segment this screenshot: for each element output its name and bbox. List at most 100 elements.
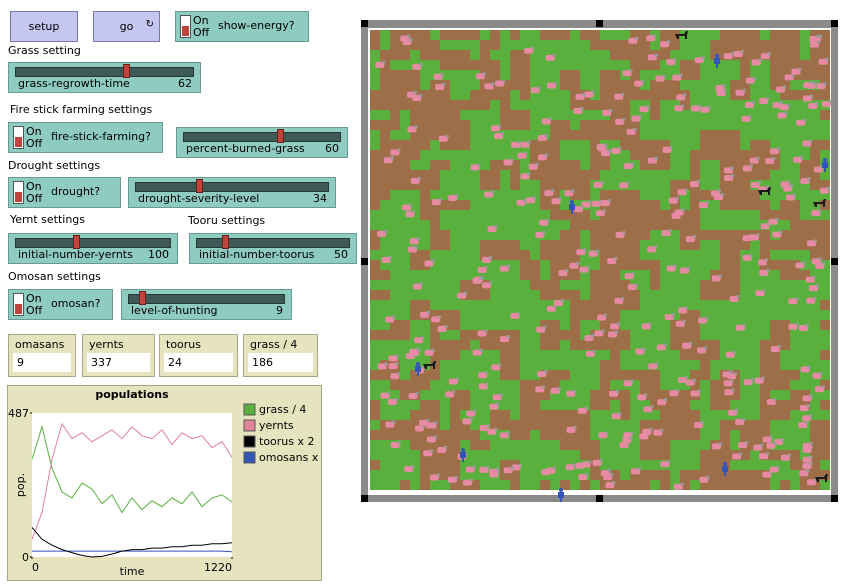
switch[interactable]: On Off fire-stick-farming? bbox=[8, 122, 163, 153]
yernt-icon bbox=[576, 249, 586, 256]
grass-patch bbox=[660, 60, 670, 70]
yernt-icon bbox=[765, 157, 775, 164]
grass-patch bbox=[820, 480, 830, 490]
yernt-head bbox=[819, 34, 823, 38]
grass-patch bbox=[770, 280, 780, 290]
yernt-icon bbox=[777, 112, 787, 119]
grass-patch bbox=[720, 220, 730, 230]
yernt-head bbox=[491, 190, 495, 194]
slider-label: level-of-hunting bbox=[131, 304, 218, 317]
grass-patch bbox=[470, 210, 480, 220]
switch[interactable]: On Off drought? bbox=[8, 177, 121, 208]
yernt-head bbox=[496, 467, 500, 471]
grass-patch bbox=[770, 470, 780, 480]
yernt-icon bbox=[437, 325, 447, 332]
grass-patch bbox=[600, 420, 610, 430]
yernt-head bbox=[730, 166, 734, 170]
yernt-icon bbox=[431, 316, 441, 323]
setup-button[interactable]: setup bbox=[10, 11, 78, 42]
grass-patch bbox=[790, 420, 800, 430]
yernt-head bbox=[382, 60, 386, 64]
grass-patch bbox=[640, 360, 650, 370]
yernt-icon bbox=[647, 54, 657, 61]
yernt-head bbox=[535, 162, 539, 166]
yernt-icon bbox=[462, 418, 472, 425]
yernt-icon bbox=[609, 390, 619, 397]
grass-patch bbox=[520, 190, 530, 200]
grass-patch bbox=[520, 210, 530, 220]
grass-patch bbox=[490, 230, 500, 240]
yernt-icon bbox=[724, 389, 734, 396]
switch[interactable]: On Off omosan? bbox=[8, 289, 113, 320]
grass-patch bbox=[530, 200, 540, 210]
grass-patch bbox=[450, 240, 460, 250]
grass-patch bbox=[370, 140, 380, 150]
grass-patch bbox=[410, 470, 420, 480]
grass-patch bbox=[520, 300, 530, 310]
yernt-icon bbox=[672, 74, 682, 81]
grass-patch bbox=[790, 150, 800, 160]
grass-patch bbox=[480, 160, 490, 170]
yernt-head bbox=[805, 324, 809, 328]
grass-patch bbox=[740, 460, 750, 470]
grass-patch bbox=[610, 460, 620, 470]
off-label: Off bbox=[26, 192, 43, 205]
grass-patch bbox=[480, 140, 490, 150]
grass-patch bbox=[370, 70, 380, 80]
grass-patch bbox=[510, 410, 520, 420]
grass-patch bbox=[800, 330, 810, 340]
grass-patch bbox=[650, 130, 660, 140]
grass-patch bbox=[760, 30, 770, 40]
yernt-head bbox=[679, 73, 683, 77]
grass-patch bbox=[490, 380, 500, 390]
grass-patch bbox=[650, 320, 660, 330]
omosan-icon bbox=[558, 488, 564, 502]
grass-patch bbox=[470, 170, 480, 180]
yernt-head bbox=[395, 362, 399, 366]
grass-patch bbox=[450, 290, 460, 300]
grass-patch bbox=[540, 120, 550, 130]
yernt-head bbox=[751, 100, 755, 104]
grass-patch bbox=[480, 310, 490, 320]
yernt-head bbox=[412, 210, 416, 214]
grass-patch bbox=[790, 340, 800, 350]
grass-patch bbox=[490, 320, 500, 330]
yernt-head bbox=[654, 156, 658, 160]
yernt-head bbox=[494, 225, 498, 229]
grass-patch bbox=[790, 170, 800, 180]
switch[interactable]: On Off show-energy? bbox=[175, 11, 309, 42]
slider[interactable]: initial-number-yernts 100 bbox=[8, 233, 178, 264]
grass-patch bbox=[750, 90, 760, 100]
grass-patch bbox=[640, 130, 650, 140]
grass-patch bbox=[760, 330, 770, 340]
grass-patch bbox=[440, 190, 450, 200]
grass-patch bbox=[630, 430, 640, 440]
grass-patch bbox=[700, 40, 710, 50]
yernt-head bbox=[722, 84, 726, 88]
yernt-icon bbox=[477, 330, 487, 337]
grass-patch bbox=[430, 270, 440, 280]
slider[interactable]: percent-burned-grass 60 bbox=[176, 127, 348, 158]
grass-patch bbox=[490, 100, 500, 110]
grass-patch bbox=[500, 220, 510, 230]
grass-patch bbox=[560, 400, 570, 410]
yernt-icon bbox=[602, 109, 612, 116]
yernt-head bbox=[518, 463, 522, 467]
grass-patch bbox=[670, 280, 680, 290]
grass-patch bbox=[450, 80, 460, 90]
go-button[interactable]: go ↻ bbox=[93, 11, 160, 42]
yernt-head bbox=[588, 200, 592, 204]
slider[interactable]: level-of-hunting 9 bbox=[121, 289, 292, 320]
grass-patch bbox=[670, 300, 680, 310]
slider[interactable]: drought-severity-level 34 bbox=[128, 177, 336, 208]
yernt-head bbox=[689, 341, 693, 345]
grass-patch bbox=[420, 280, 430, 290]
yernt-icon bbox=[733, 50, 743, 57]
yernt-head bbox=[557, 386, 561, 390]
slider[interactable]: grass-regrowth-time 62 bbox=[8, 62, 201, 93]
grass-patch bbox=[480, 430, 490, 440]
slider[interactable]: initial-number-toorus 50 bbox=[189, 233, 357, 264]
yernt-head bbox=[809, 414, 813, 418]
grass-patch bbox=[430, 30, 440, 40]
yernt-head bbox=[618, 146, 622, 150]
